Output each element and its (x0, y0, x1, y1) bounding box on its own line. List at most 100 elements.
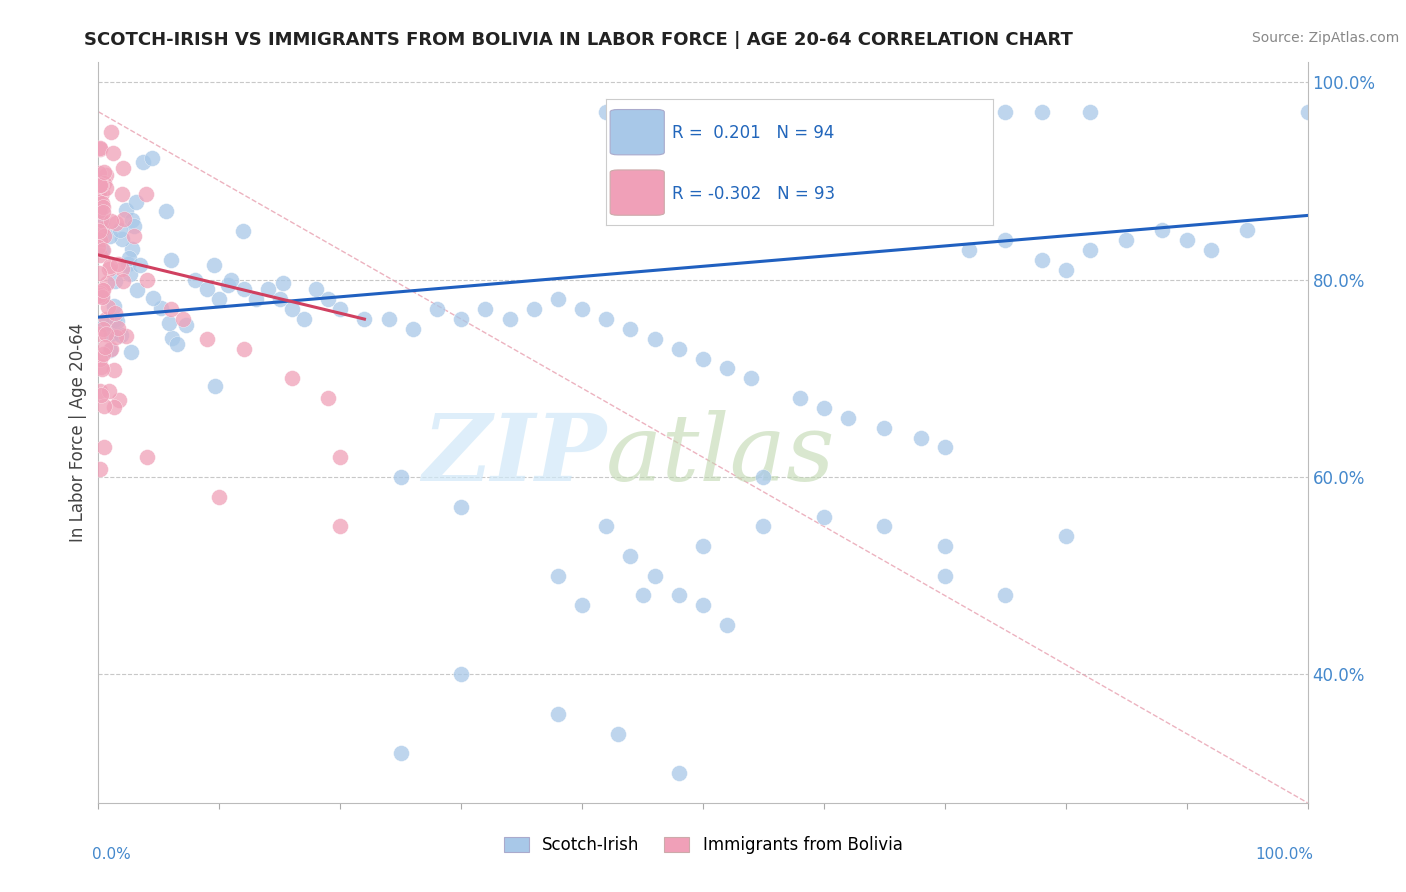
Point (232, 283, 254, 297)
Point (547, 293, 569, 307)
Point (1078, 243, 1101, 257)
Point (281, 302, 304, 317)
Point (1175, 233, 1198, 247)
Point (91, 347, 114, 361)
Point (155, 204, 177, 219)
Point (107, 392, 129, 407)
Point (934, 441, 956, 455)
Point (232, 224, 254, 238)
Text: atlas: atlas (606, 409, 835, 500)
Point (118, 268, 141, 282)
Point (89, 352, 111, 367)
Point (87, 186, 110, 201)
Point (619, 549, 641, 563)
Point (125, 283, 148, 297)
Point (111, 262, 134, 277)
Point (94, 169, 117, 183)
Point (245, 293, 267, 307)
Point (89, 288, 111, 302)
Point (1115, 233, 1137, 247)
Text: SCOTCH-IRISH VS IMMIGRANTS FROM BOLIVIA IN LABOR FORCE | AGE 20-64 CORRELATION C: SCOTCH-IRISH VS IMMIGRANTS FROM BOLIVIA … (84, 31, 1073, 49)
Point (111, 187, 134, 202)
Point (668, 589, 690, 603)
Point (135, 450, 157, 465)
Point (91, 283, 114, 297)
Point (90, 222, 112, 236)
Point (329, 450, 352, 465)
Point (716, 618, 738, 632)
Point (122, 228, 145, 243)
Point (110, 328, 132, 343)
Point (595, 104, 617, 119)
Point (91, 204, 114, 219)
Point (329, 519, 352, 533)
Point (389, 747, 412, 761)
Point (89, 233, 111, 247)
Point (91, 362, 114, 376)
Point (91, 289, 114, 303)
Point (873, 104, 896, 119)
Point (121, 242, 143, 256)
Point (1152, 223, 1174, 237)
Point (1031, 104, 1053, 119)
Point (668, 342, 690, 356)
Point (89, 248, 111, 262)
Point (107, 320, 129, 334)
Point (104, 305, 127, 319)
Point (595, 312, 617, 326)
Point (98, 384, 121, 398)
Point (100, 214, 122, 228)
Point (752, 519, 775, 533)
Point (232, 342, 254, 356)
Point (93, 165, 115, 179)
Point (547, 706, 569, 721)
Point (740, 371, 762, 385)
Point (752, 470, 775, 484)
Point (104, 274, 127, 288)
Point (118, 252, 141, 266)
Point (195, 332, 218, 346)
Point (94, 180, 117, 194)
Point (87, 166, 110, 180)
Point (112, 161, 135, 175)
Point (994, 104, 1017, 119)
Point (692, 351, 714, 366)
Point (450, 667, 472, 681)
Point (149, 301, 172, 316)
Point (813, 401, 835, 415)
Point (426, 302, 449, 317)
Point (523, 302, 546, 317)
Point (176, 318, 198, 332)
Point (934, 568, 956, 582)
Point (1054, 529, 1077, 543)
Text: 100.0%: 100.0% (1256, 847, 1313, 863)
Point (305, 283, 328, 297)
Point (377, 312, 399, 326)
Point (316, 293, 339, 307)
Point (132, 155, 155, 169)
Point (813, 104, 835, 119)
Point (125, 195, 148, 210)
Point (692, 539, 714, 553)
Point (256, 283, 278, 297)
Point (281, 371, 304, 385)
Point (91, 200, 114, 214)
Point (87, 266, 110, 280)
Point (1199, 243, 1222, 257)
Point (96, 301, 118, 315)
Point (89, 141, 111, 155)
Point (94, 317, 117, 331)
Point (90, 290, 112, 304)
Point (160, 252, 183, 267)
Point (89, 178, 111, 192)
Legend: Scotch-Irish, Immigrants from Bolivia: Scotch-Irish, Immigrants from Bolivia (496, 830, 910, 861)
Point (90, 180, 112, 194)
Point (221, 272, 243, 286)
Point (98, 228, 121, 243)
Point (668, 766, 690, 780)
Point (934, 104, 956, 119)
Point (111, 274, 134, 288)
Point (91, 322, 114, 336)
Point (90, 186, 112, 200)
Point (98, 262, 121, 277)
